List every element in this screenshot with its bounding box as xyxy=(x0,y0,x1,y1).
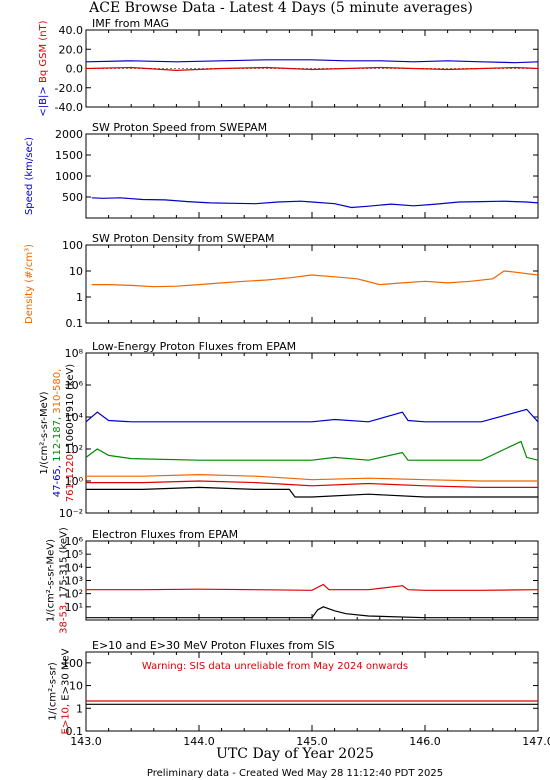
panel-title: E>10 and E>30 MeV Proton Fluxes from SIS xyxy=(92,639,335,652)
y-axis-label-part: GSM (nT) xyxy=(38,20,49,69)
plot-frame xyxy=(85,244,539,324)
y-axis-label-part: E>10, xyxy=(61,701,72,735)
y-tick-label: 10⁰ xyxy=(65,475,84,488)
footer-note: Preliminary data - Created Wed May 28 11… xyxy=(147,768,443,779)
panel-annotation: Warning: SIS data unreliable from May 20… xyxy=(142,661,408,672)
panel-6: E>10 and E>30 MeV Proton Fluxes from SIS… xyxy=(48,639,539,738)
y-axis-label-part: 38-53, xyxy=(59,598,70,633)
y-axis-label: <|B|> Bq GSM (nT) xyxy=(38,20,49,116)
y-axis-label: E>10, E>30 MeV xyxy=(61,648,72,734)
y-axis-label-part: 47-65, xyxy=(52,462,63,497)
series-line-2 xyxy=(85,440,539,461)
y-tick-label: 10¹ xyxy=(65,601,83,614)
figure-title: ACE Browse Data - Latest 4 Days (5 minut… xyxy=(88,0,473,16)
y-tick-label: 10⁻² xyxy=(59,507,83,520)
y-tick-label: -20.0 xyxy=(55,82,83,95)
y-tick-label: 20.0 xyxy=(59,43,84,56)
y-axis-label-part: 175-315 (keV) xyxy=(59,527,70,598)
panel-title: Electron Fluxes from EPAM xyxy=(92,528,238,541)
series-line-3 xyxy=(86,473,538,482)
x-tick-label: 143.0 xyxy=(70,735,102,748)
y-tick-label: 40.0 xyxy=(59,24,84,37)
y-tick-label: 10² xyxy=(65,588,83,601)
y-tick-label: 10⁸ xyxy=(65,347,84,360)
y-tick-label: 10² xyxy=(65,443,83,456)
plot-frame xyxy=(85,133,539,219)
series-line-1 xyxy=(91,197,539,209)
y-axis-label-part: <|B|> xyxy=(38,86,49,116)
y-tick-label: 0.1 xyxy=(66,317,84,330)
series-line-1 xyxy=(85,408,539,423)
y-axis-label: 761-1220, 1060-1910 (keV) xyxy=(65,364,76,503)
y-axis-label-part: Density (#/cm³) xyxy=(24,244,35,324)
x-axis-label: UTC Day of Year 2025 xyxy=(216,746,374,762)
y-axis-label-part: B xyxy=(38,76,49,83)
panels: IMF from MAG 40.0 20.0 0.0 -20.0 -40.0 <|B|> B… xyxy=(24,17,539,738)
y-tick-label: 100 xyxy=(62,239,83,252)
y-axis-label: Speed (km/sec) xyxy=(24,137,35,215)
panel-title: SW Proton Density from SWEPAM xyxy=(92,232,274,245)
y-axis-label: 1/(cm²-s-sr-MeV) xyxy=(46,539,57,622)
y-tick-label: 1 xyxy=(76,291,83,304)
series-line-5 xyxy=(86,486,538,498)
y-axis-label-part: 1/(cm²-s-sr-MeV) xyxy=(39,391,50,474)
series-line-2 xyxy=(85,66,539,72)
series-line-2 xyxy=(86,606,538,619)
x-tick-label: 146.0 xyxy=(409,735,441,748)
y-tick-label: 10⁶ xyxy=(65,535,84,548)
y-axis-label-part: 310-580, xyxy=(52,369,63,414)
panel-title: SW Proton Speed from SWEPAM xyxy=(92,121,267,134)
y-tick-label: 0.1 xyxy=(66,725,84,738)
y-axis-label-part: 761-1220, xyxy=(65,448,76,503)
x-tick-label: 147.0 xyxy=(522,735,550,748)
panel-title: IMF from MAG xyxy=(92,17,169,30)
x-tick-label: 145.0 xyxy=(296,735,328,748)
y-tick-label: 10³ xyxy=(65,575,83,588)
x-tick-label: 144.0 xyxy=(183,735,215,748)
y-tick-label: 100 xyxy=(62,657,83,670)
y-tick-label: 2000 xyxy=(55,128,83,141)
y-axis-label-part: 1/(cm²-s-sr) xyxy=(48,662,59,721)
panel-title: Low-Energy Proton Fluxes from EPAM xyxy=(92,340,296,353)
y-axis-label: 47-65, 112-187, 310-580, xyxy=(52,369,63,498)
y-axis-label: 1/(cm²-s-sr-MeV) xyxy=(39,391,50,474)
y-tick-label: 10⁴ xyxy=(65,561,84,574)
panel-2: SW Proton Speed from SWEPAM 2000 1500 1000 5… xyxy=(24,121,539,219)
y-tick-label: 10 xyxy=(69,680,83,693)
y-tick-label: 0.0 xyxy=(66,63,84,76)
y-tick-label: 1500 xyxy=(55,149,83,162)
y-tick-label: 10⁶ xyxy=(65,379,84,392)
y-axis-label-part: 112-187, xyxy=(52,414,63,462)
panel-1: IMF from MAG 40.0 20.0 0.0 -20.0 -40.0 <|B|> B… xyxy=(38,17,539,117)
y-axis-label-part: 1/(cm²-s-sr-MeV) xyxy=(46,539,57,622)
panel-4: Low-Energy Proton Fluxes from EPAM 10⁸ 10⁶… xyxy=(39,340,539,520)
y-axis-label-part: Speed (km/sec) xyxy=(24,137,35,215)
series-line-1 xyxy=(91,270,539,288)
y-axis-label-part: 1060-1910 (keV) xyxy=(65,364,76,448)
x-tick-labels: 143.0 144.0 145.0 146.0 147.0 xyxy=(70,735,550,748)
series-line-1 xyxy=(86,583,539,591)
plot-frame xyxy=(85,540,539,621)
y-tick-label: -40.0 xyxy=(55,101,83,114)
y-tick-label: 10 xyxy=(69,265,83,278)
y-tick-label: 500 xyxy=(62,191,83,204)
series-line-1 xyxy=(85,59,539,64)
series-line-4 xyxy=(86,480,538,488)
y-tick-label: 1000 xyxy=(55,170,83,183)
panel-3: SW Proton Density from SWEPAM 100 10 1 0.1 De… xyxy=(24,232,539,330)
y-axis-label-part: q xyxy=(38,70,49,76)
y-axis-label: 1/(cm²-s-sr) xyxy=(48,662,59,721)
y-tick-label: 10⁴ xyxy=(65,411,84,424)
y-axis-label: 38-53, 175-315 (keV) xyxy=(59,527,70,634)
y-axis-label: Density (#/cm³) xyxy=(24,244,35,324)
y-tick-label: 10⁵ xyxy=(65,548,83,561)
y-tick-label: 1 xyxy=(76,702,83,715)
panel-5: Electron Fluxes from EPAM 10⁶10⁵10⁴10³10²… xyxy=(46,527,539,634)
y-axis-label-part: E>30 MeV xyxy=(61,648,72,700)
